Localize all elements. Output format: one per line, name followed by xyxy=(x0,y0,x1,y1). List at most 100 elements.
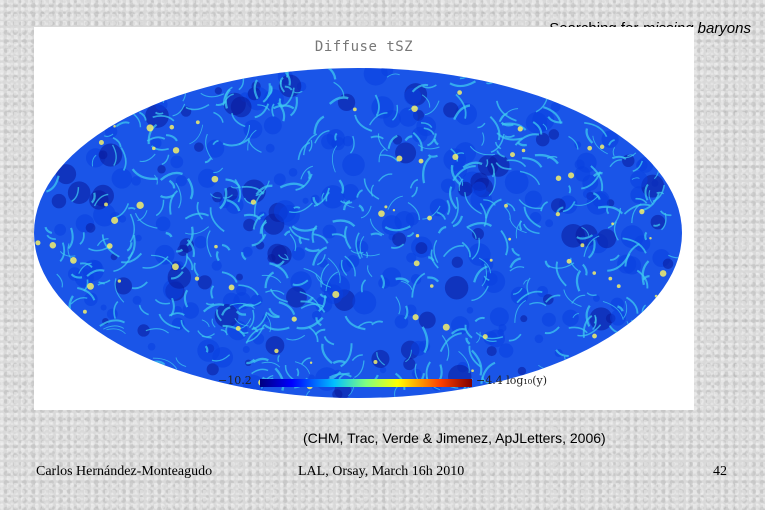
void-blob xyxy=(118,215,127,223)
filament xyxy=(189,124,204,145)
filament xyxy=(175,182,182,209)
cluster-spot xyxy=(616,284,621,289)
filament xyxy=(641,260,650,286)
filament xyxy=(644,231,648,241)
filament xyxy=(433,239,439,264)
filament xyxy=(582,315,593,338)
filament xyxy=(392,104,399,121)
filament xyxy=(543,106,562,124)
void-blob xyxy=(561,223,586,248)
void-blob xyxy=(443,102,459,118)
void-blob xyxy=(342,153,365,177)
filament xyxy=(555,349,569,357)
filament xyxy=(488,173,496,197)
filament xyxy=(379,154,399,163)
filament xyxy=(152,115,175,122)
filament xyxy=(278,301,296,316)
filament xyxy=(386,73,400,78)
void-blob xyxy=(398,107,418,127)
void-blob xyxy=(410,340,426,356)
filament xyxy=(340,343,353,368)
filament xyxy=(291,225,318,232)
filament xyxy=(508,333,522,342)
filament xyxy=(277,354,280,363)
filament xyxy=(212,139,219,146)
cluster-spot xyxy=(566,258,572,264)
filament xyxy=(563,289,582,307)
filament xyxy=(495,162,512,170)
void-blob xyxy=(410,273,422,285)
filament xyxy=(555,261,567,287)
filament xyxy=(261,361,281,368)
filament xyxy=(197,330,212,339)
void-blob xyxy=(265,336,285,355)
filament xyxy=(568,135,579,150)
void-blob xyxy=(242,179,266,204)
filament xyxy=(226,198,241,212)
filament xyxy=(238,284,259,296)
filament xyxy=(322,68,337,80)
filament xyxy=(161,154,170,166)
void-blob xyxy=(550,102,561,112)
void-blob xyxy=(51,193,67,209)
filament xyxy=(241,185,265,195)
filament xyxy=(395,296,401,315)
filament xyxy=(405,349,412,363)
filament xyxy=(277,254,289,261)
void-blob xyxy=(371,349,390,368)
filament xyxy=(314,129,330,144)
filament xyxy=(67,227,74,250)
filament xyxy=(145,328,169,334)
filament xyxy=(496,132,523,141)
void-blob xyxy=(242,246,253,257)
cluster-spot xyxy=(291,316,297,322)
filament xyxy=(127,234,136,260)
void-blob xyxy=(100,304,107,311)
filament xyxy=(251,233,267,247)
filament xyxy=(631,177,640,180)
void-blob xyxy=(548,129,560,140)
filament xyxy=(220,329,227,334)
filament xyxy=(265,289,285,295)
filament xyxy=(363,178,380,200)
filament xyxy=(592,192,601,200)
filament xyxy=(486,79,497,85)
filament xyxy=(581,226,590,236)
filament xyxy=(374,94,380,117)
filament xyxy=(387,195,403,210)
filament xyxy=(342,199,351,211)
filament xyxy=(261,219,267,239)
filament xyxy=(129,213,135,243)
void-blob xyxy=(662,258,674,270)
filament xyxy=(279,76,284,85)
filament xyxy=(452,215,464,228)
filament xyxy=(323,336,335,346)
void-blob xyxy=(155,98,168,111)
filament xyxy=(609,159,622,168)
void-blob xyxy=(206,139,225,158)
filament xyxy=(428,255,435,262)
cluster-spot xyxy=(104,202,108,207)
void-blob xyxy=(242,346,250,354)
colorbar-min-label: −10.2 xyxy=(218,374,252,387)
filament xyxy=(358,204,365,212)
cluster-spot xyxy=(517,126,523,132)
cluster-spot xyxy=(510,152,515,158)
filament xyxy=(421,94,431,108)
filament xyxy=(461,241,471,258)
filament xyxy=(271,103,275,117)
filament xyxy=(113,301,119,319)
filament xyxy=(427,154,438,158)
filament xyxy=(277,102,286,122)
cluster-spot xyxy=(415,234,420,238)
filament xyxy=(204,345,209,353)
void-blob xyxy=(524,190,543,208)
filament xyxy=(451,196,459,224)
filament xyxy=(293,206,301,209)
filament xyxy=(46,234,56,241)
filament xyxy=(511,247,520,257)
filament xyxy=(355,232,362,260)
filament xyxy=(343,200,355,208)
filament xyxy=(284,85,293,91)
filament xyxy=(469,146,495,156)
